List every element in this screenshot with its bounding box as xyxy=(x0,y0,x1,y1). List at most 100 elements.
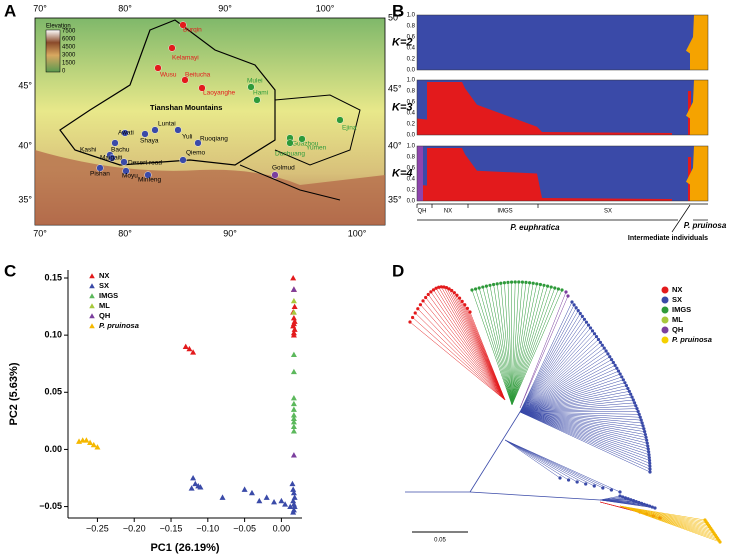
branch xyxy=(507,282,513,406)
leaf xyxy=(645,441,649,445)
point xyxy=(263,494,270,500)
legend-label: 6000 xyxy=(62,37,76,43)
leaf xyxy=(481,285,485,289)
leaf xyxy=(620,375,624,379)
branch xyxy=(519,411,648,444)
branch xyxy=(430,291,506,401)
legend-label: 3000 xyxy=(62,53,76,59)
leaf xyxy=(616,369,621,373)
branch xyxy=(448,288,506,401)
leaf xyxy=(450,288,454,293)
leaf xyxy=(629,392,633,396)
leaf xyxy=(517,280,521,284)
branch xyxy=(519,408,638,413)
point xyxy=(290,415,297,421)
branch xyxy=(441,286,506,401)
elevation-legend xyxy=(45,29,61,73)
branch xyxy=(504,439,569,481)
branch xyxy=(519,391,630,413)
branch xyxy=(471,289,513,406)
structure-frame xyxy=(416,145,709,202)
branch xyxy=(504,439,561,479)
branch xyxy=(443,286,506,401)
leaf xyxy=(615,366,619,370)
species-label: P. pruinosa xyxy=(684,221,727,230)
lat-label: 45° xyxy=(388,83,402,93)
x-axis-label: PC1 (26.19%) xyxy=(150,542,219,554)
branch xyxy=(511,282,523,406)
structure-tick: 0.0 xyxy=(407,199,416,205)
branch xyxy=(469,311,506,401)
leaf xyxy=(549,285,553,289)
point xyxy=(289,480,296,487)
point xyxy=(87,439,94,445)
branch xyxy=(511,282,516,406)
site-label: Moyu xyxy=(122,173,138,180)
leaf xyxy=(576,309,580,313)
branch xyxy=(519,411,639,413)
site-label: Qiemo xyxy=(186,150,206,157)
branch xyxy=(511,282,527,406)
point xyxy=(241,486,248,492)
leaf xyxy=(434,286,438,290)
site-label: Shaya xyxy=(140,138,159,145)
legend-label: ML xyxy=(672,315,683,324)
leaf xyxy=(413,311,417,315)
point xyxy=(197,484,204,490)
leaf xyxy=(645,438,649,442)
leaf xyxy=(492,282,496,287)
branch xyxy=(519,339,599,413)
group-label: NX xyxy=(444,209,452,215)
leaf xyxy=(633,401,637,405)
legend-label: 4500 xyxy=(62,45,76,51)
branch xyxy=(519,411,649,453)
leaf xyxy=(442,285,446,289)
branch xyxy=(435,288,506,401)
leaf xyxy=(411,315,415,320)
legend-label: IMGS xyxy=(672,305,691,314)
leaf xyxy=(455,293,459,297)
branch xyxy=(511,287,556,406)
leaf xyxy=(609,358,614,362)
cluster-pru xyxy=(686,80,708,135)
cluster-nx xyxy=(417,82,672,135)
leaf xyxy=(574,306,578,310)
branch xyxy=(422,300,506,401)
structure-tick: 1.0 xyxy=(407,13,416,19)
site-marker xyxy=(96,164,104,172)
site-marker xyxy=(108,154,116,162)
lon-label: 80° xyxy=(118,228,132,238)
mountains: Tianshan Mountains xyxy=(150,103,222,112)
leaf xyxy=(642,427,646,431)
point xyxy=(290,368,297,375)
branch xyxy=(511,282,530,406)
branch xyxy=(519,336,597,413)
leaf xyxy=(618,372,622,376)
lon-label: 80° xyxy=(118,3,132,13)
branch xyxy=(519,411,649,450)
point xyxy=(290,315,297,321)
point xyxy=(291,303,298,309)
leaf xyxy=(621,495,625,499)
leaf xyxy=(618,490,622,494)
x-tick-label: −0.10 xyxy=(196,523,219,533)
branch xyxy=(519,310,579,413)
leaf xyxy=(488,283,492,287)
stem xyxy=(469,491,601,501)
branch xyxy=(519,411,650,464)
leaf xyxy=(608,355,612,359)
branch xyxy=(519,411,651,473)
leaf xyxy=(499,281,503,285)
site-label: Beitucha xyxy=(185,72,211,79)
point xyxy=(290,428,297,434)
point xyxy=(290,497,297,504)
leaf xyxy=(431,288,436,292)
point xyxy=(290,489,297,496)
structure-tick: 0.8 xyxy=(407,155,416,161)
structure-tick: 0.0 xyxy=(407,68,416,74)
leaf xyxy=(648,461,652,465)
leaf xyxy=(611,360,615,365)
plateau xyxy=(35,150,385,225)
branch xyxy=(409,321,506,401)
leaf xyxy=(572,303,576,307)
